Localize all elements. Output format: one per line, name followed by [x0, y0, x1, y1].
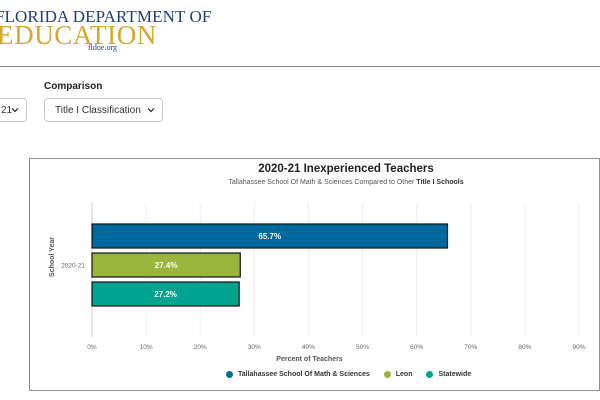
- logo-line-url: fldoe.org: [88, 43, 117, 52]
- x-tick-label: 60%: [410, 344, 423, 351]
- chart-subtitle-comparison: Title I Schools: [416, 179, 464, 186]
- legend-label: Statewide: [438, 371, 472, 378]
- y-category-label: 2020-21: [61, 263, 85, 270]
- school-year-select-value: 21: [1, 104, 13, 116]
- bar[interactable]: [91, 252, 241, 278]
- legend-item[interactable]: Leon: [383, 371, 413, 378]
- logo-line-department: FLORIDA DEPARTMENT OF: [0, 7, 212, 26]
- bar-data-label: 27.2%: [154, 290, 177, 299]
- comparison-select-value: Title I Classification: [55, 104, 141, 116]
- fldoe-logo[interactable]: FLORIDA DEPARTMENT OF EDUCATION fldoe.or…: [0, 0, 211, 56]
- bar[interactable]: [91, 223, 449, 249]
- chart-subtitle-prefix: Tallahassee School Of Math & Sciences Co…: [228, 179, 415, 186]
- chevron-down-icon: [11, 108, 19, 113]
- legend-dot-icon: [383, 371, 391, 378]
- bar-chart: 0% 10% 20% 30% 40% 50% 60% 70% 80% 90% 65.7% 27.4% 2…: [49, 203, 586, 363]
- logo-line-education: EDUCATION: [0, 20, 157, 50]
- bar[interactable]: [91, 281, 240, 307]
- header-divider: [0, 66, 600, 67]
- x-tick-label: 70%: [464, 344, 477, 351]
- bar-data-label: 65.7%: [258, 232, 281, 241]
- comparison-label: Comparison: [44, 81, 103, 92]
- school-year-select[interactable]: 21: [0, 98, 27, 122]
- legend-dot-icon: [426, 371, 434, 378]
- chart-subtitle: Tallahassee School Of Math & Sciences Co…: [0, 179, 600, 186]
- x-tick-label: 10%: [140, 344, 153, 351]
- chevron-down-icon: [147, 108, 155, 113]
- legend-label: Tallahassee School Of Math & Sciences: [238, 371, 370, 378]
- legend-item[interactable]: Statewide: [426, 371, 471, 378]
- bar-data-label: 27.4%: [155, 261, 178, 270]
- x-axis-title: Percent of Teachers: [276, 356, 343, 363]
- chart-legend: Tallahassee School Of Math & Sciences Leo…: [226, 371, 485, 378]
- x-tick-label: 40%: [302, 344, 315, 351]
- x-tick-label: 30%: [248, 344, 261, 351]
- x-tick-label: 90%: [572, 344, 585, 351]
- y-axis-title: School Year: [49, 237, 56, 277]
- legend-dot-icon: [226, 371, 233, 378]
- legend-item[interactable]: Tallahassee School Of Math & Sciences: [226, 371, 370, 378]
- x-tick-label: 0%: [87, 344, 97, 351]
- x-tick-label: 80%: [518, 344, 531, 351]
- x-tick-label: 20%: [194, 344, 207, 351]
- comparison-select[interactable]: Title I Classification: [44, 98, 163, 122]
- chart-title: 2020-21 Inexperienced Teachers: [258, 163, 434, 175]
- legend-label: Leon: [395, 371, 413, 378]
- x-tick-label: 50%: [356, 344, 369, 351]
